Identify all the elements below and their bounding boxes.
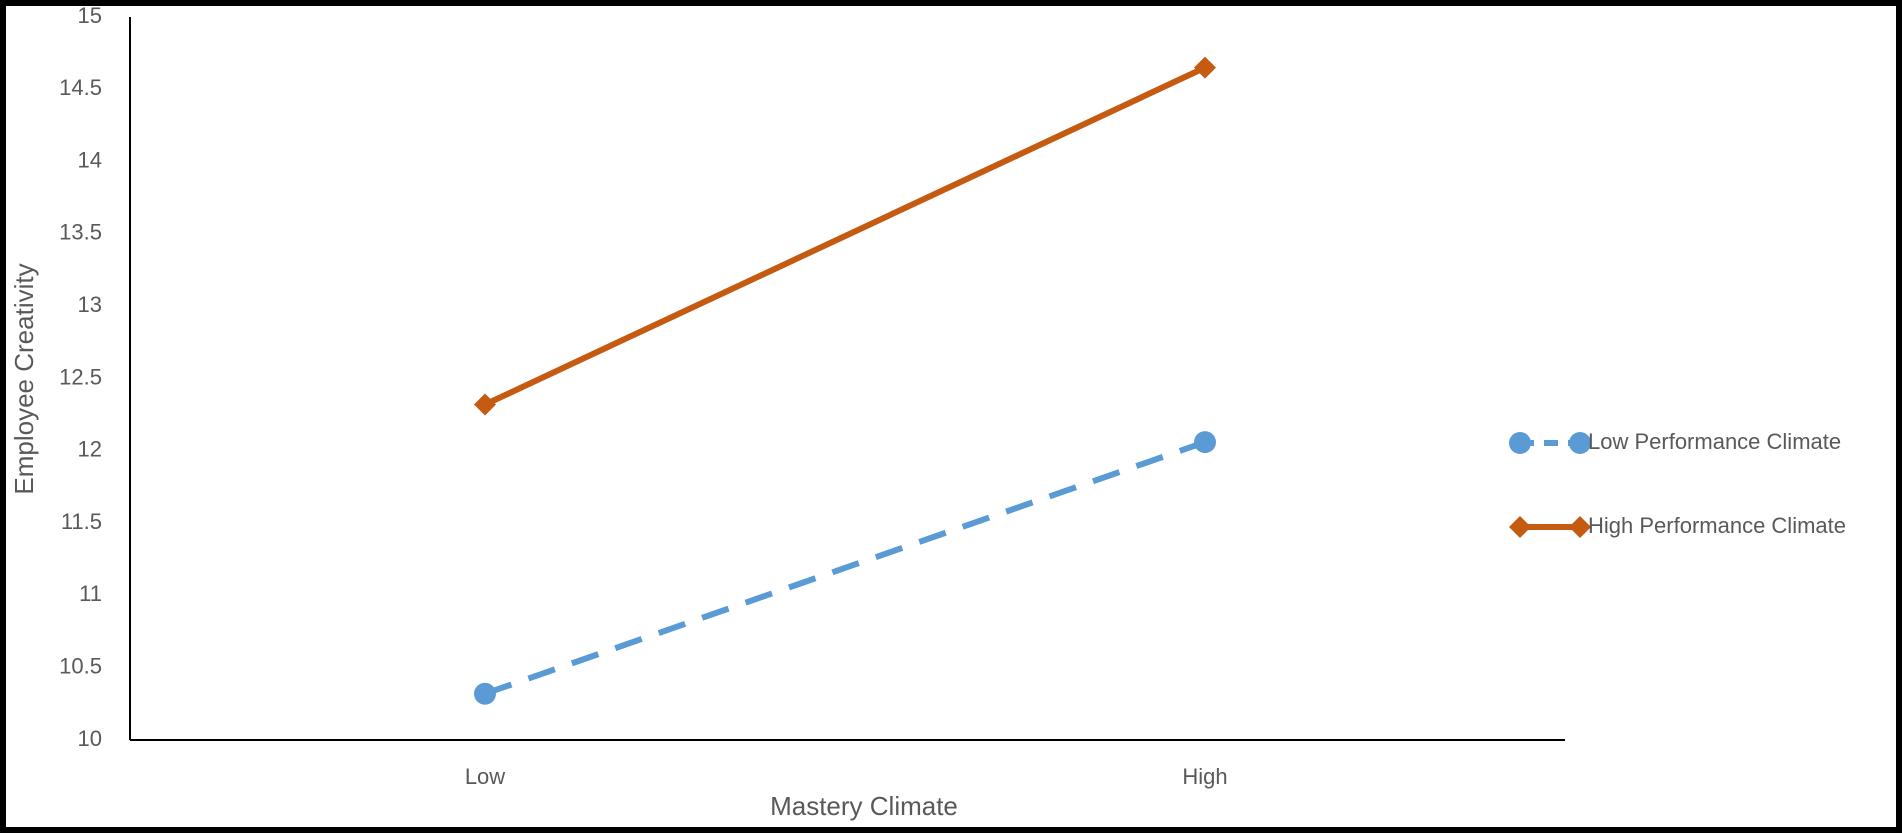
y-tick-label: 12 <box>78 437 102 462</box>
data-point <box>474 393 496 416</box>
y-tick-label: 13.5 <box>59 220 102 245</box>
y-tick-label: 11 <box>79 581 102 606</box>
legend-label: Low Performance Climate <box>1588 429 1841 454</box>
x-axis-title: Mastery Climate <box>770 791 958 821</box>
y-tick-label: 11.5 <box>61 509 102 534</box>
legend-label: High Performance Climate <box>1588 513 1846 538</box>
x-tick-label: High <box>1182 764 1227 789</box>
y-tick-label: 13 <box>78 292 102 317</box>
data-point <box>1194 56 1216 79</box>
y-tick-label: 10.5 <box>59 654 102 679</box>
series-line <box>484 439 1206 697</box>
legend-marker <box>1569 516 1591 538</box>
y-tick-label: 10 <box>78 726 102 751</box>
y-tick-label: 14 <box>78 147 102 172</box>
y-tick-label: 12.5 <box>59 364 102 389</box>
series-line <box>483 64 1207 408</box>
data-point <box>474 682 496 705</box>
legend-marker <box>1509 516 1531 538</box>
x-tick-label: Low <box>465 764 505 789</box>
y-axis-title: Employee Creativity <box>9 263 39 494</box>
y-tick-label: 14.5 <box>59 75 102 100</box>
legend-marker <box>1509 432 1531 454</box>
data-point <box>1194 431 1216 454</box>
y-tick-label: 15 <box>78 3 102 28</box>
legend-marker <box>1569 432 1591 454</box>
